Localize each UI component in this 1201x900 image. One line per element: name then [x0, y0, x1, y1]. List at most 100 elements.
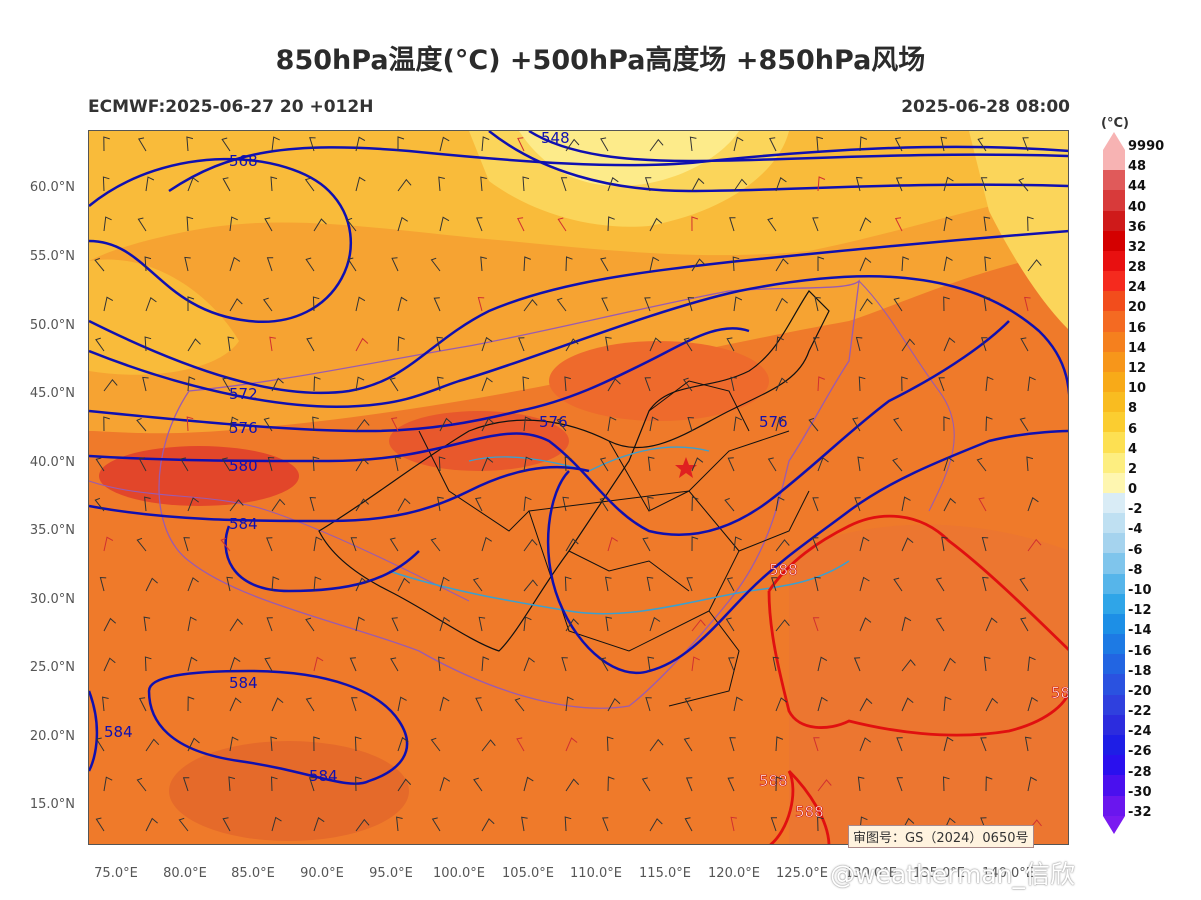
lon-label-130: 130.0°E [845, 866, 897, 881]
wind-barb [187, 696, 195, 712]
wind-barb [103, 216, 112, 232]
wind-barb [649, 337, 662, 352]
wind-barb [229, 256, 241, 272]
wind-barb [725, 617, 735, 632]
wind-barb [481, 417, 495, 432]
lat-label-40: 40.0°N [29, 455, 75, 470]
wind-barb [397, 736, 409, 752]
warm-zone-south [169, 741, 409, 841]
wind-barb [901, 256, 910, 272]
wind-barb [644, 377, 651, 392]
wind-barb [180, 457, 189, 472]
lon-label-125: 125.0°E [776, 866, 828, 881]
wind-barb [606, 736, 614, 752]
colorbar-label: -30 [1128, 784, 1152, 800]
wind-barb [523, 538, 538, 552]
wind-barb [687, 416, 694, 432]
wind-barb [229, 216, 238, 232]
wind-barb [271, 377, 284, 392]
wind-barb [221, 137, 231, 152]
wind-barb [397, 216, 408, 232]
wind-barb [728, 657, 735, 672]
wind-barb [103, 776, 113, 792]
wind-barb [187, 338, 201, 352]
wind-barb [646, 576, 654, 592]
wind-barb [355, 419, 370, 432]
colorbar-segment [1103, 371, 1125, 393]
wind-barb [733, 696, 743, 712]
wind-barb [767, 457, 777, 472]
wind-barb [853, 657, 861, 672]
wind-barb [222, 817, 231, 832]
wind-barb [390, 417, 399, 432]
wind-barb [229, 697, 242, 712]
colorbar-label: 14 [1128, 340, 1147, 356]
wind-barb [1027, 497, 1039, 512]
wind-barb [475, 697, 483, 712]
wind-barb [306, 337, 315, 352]
colorbar-segment [1103, 472, 1125, 493]
wind-barb [144, 496, 151, 512]
wind-barb [397, 577, 411, 592]
wind-barb [775, 177, 787, 192]
wind-barb [565, 737, 578, 752]
china-outline [158, 279, 860, 709]
wind-barb [355, 376, 365, 392]
colorbar-label: 12 [1128, 361, 1147, 376]
wind-barb [647, 456, 655, 472]
wind-barbs [94, 136, 1042, 832]
wind-barb [732, 256, 740, 272]
wind-barb [935, 577, 945, 592]
wind-barb [103, 379, 118, 392]
wind-barb [600, 657, 609, 672]
wind-barb [602, 817, 609, 832]
colorbar-segment [1103, 755, 1125, 776]
wind-barb [145, 817, 158, 832]
wind-barb [564, 576, 572, 592]
wind-barb [1027, 656, 1036, 672]
wind-barb [565, 778, 580, 792]
wind-barb [565, 256, 573, 272]
wind-barb [775, 297, 788, 312]
wind-barb [187, 497, 199, 512]
wind-barb [775, 776, 783, 792]
wind-barb [266, 257, 274, 272]
wind-barb [269, 336, 276, 352]
colorbar-label: 40 [1128, 199, 1147, 215]
wind-barb [1027, 538, 1042, 552]
wind-barb [1019, 417, 1029, 432]
wind-barb [770, 817, 777, 832]
colorbar-label: -12 [1128, 603, 1152, 619]
wind-barb [270, 776, 278, 792]
wind-barb [523, 616, 532, 632]
wind-barb [647, 656, 655, 672]
wind-barb [438, 656, 445, 672]
wind-barb [859, 298, 873, 312]
wind-barb [144, 256, 152, 272]
wind-barb [564, 816, 572, 832]
colorbar-label: 32 [1128, 239, 1147, 255]
wind-barb [523, 456, 533, 472]
wind-barb [985, 617, 998, 632]
colorbar-label: 48 [1128, 159, 1147, 175]
wind-barb [481, 818, 495, 832]
wind-barb [305, 617, 315, 632]
colorbar-label: -26 [1128, 744, 1152, 760]
wind-barb [943, 497, 957, 512]
wind-barb [102, 176, 110, 192]
wind-barb [220, 537, 231, 552]
wind-barb [816, 136, 824, 152]
wind-barb [649, 818, 663, 832]
wind-barb [523, 776, 534, 792]
wind-barb [894, 137, 903, 152]
wind-barb [901, 659, 916, 672]
wind-barb [901, 338, 916, 352]
lon-label-75: 75.0°E [94, 866, 138, 881]
wind-barb [607, 536, 618, 552]
wind-barb [187, 376, 196, 392]
wind-barb [859, 617, 872, 632]
warm-zone-ocean [789, 524, 1068, 844]
wind-barb [430, 537, 441, 552]
wind-barb [1024, 296, 1031, 312]
wind-barb [817, 816, 824, 832]
